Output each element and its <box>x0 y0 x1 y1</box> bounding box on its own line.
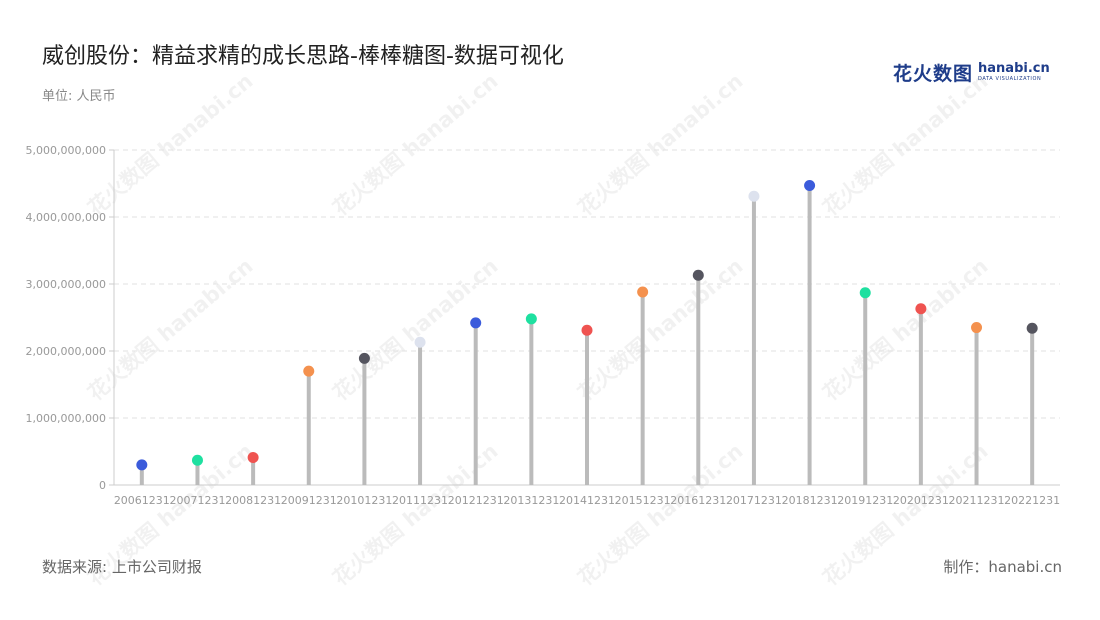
x-tick-label-15: 20211231 <box>949 494 1005 507</box>
y-tick-label-5: 5,000,000,000 <box>26 144 106 157</box>
x-tick-label-7: 20131231 <box>503 494 559 507</box>
x-tick-label-3: 20091231 <box>281 494 337 507</box>
data-source: 数据来源: 上市公司财报 <box>42 558 202 576</box>
chart-title: 威创股份：精益求精的成长思路-棒棒糖图-数据可视化 <box>42 44 564 69</box>
lollipop-dot-20201231[interactable] <box>915 303 927 315</box>
x-tick-label-16: 20221231 <box>1004 494 1060 507</box>
lollipop-dot-20171231[interactable] <box>748 190 760 202</box>
watermark-layer: 花火数图 hanabi.cn 花火数图 hanabi.cn 花火数图 hanabi.… <box>83 69 992 591</box>
x-tick-label-12: 20181231 <box>782 494 838 507</box>
y-tick-label-0: 0 <box>99 479 106 492</box>
lollipop-dot-20221231[interactable] <box>1026 322 1038 334</box>
brand-name-en: hanabi.cn <box>978 60 1050 76</box>
x-tick-label-9: 20151231 <box>615 494 671 507</box>
lollipop-dot-20151231[interactable] <box>637 286 649 298</box>
watermark-1-0: 花火数图 hanabi.cn <box>83 254 257 406</box>
x-tick-label-6: 20121231 <box>448 494 504 507</box>
y-tick-label-1: 1,000,000,000 <box>26 412 106 425</box>
brand-name-cn: 花火数图 <box>893 62 974 85</box>
watermark-0-0: 花火数图 hanabi.cn <box>83 69 257 221</box>
y-tick-label-3: 3,000,000,000 <box>26 278 106 291</box>
lollipop-dot-20061231[interactable] <box>136 459 148 471</box>
x-tick-label-0: 20061231 <box>114 494 170 507</box>
x-tick-label-2: 20081231 <box>225 494 281 507</box>
x-tick-label-8: 20141231 <box>559 494 615 507</box>
watermark-0-2: 花火数图 hanabi.cn <box>573 69 747 221</box>
lollipop-dot-20131231[interactable] <box>525 313 537 325</box>
x-axis: 20061231 20071231 20081231 20091231 20101231… <box>114 484 1060 507</box>
y-tick-label-2: 2,000,000,000 <box>26 345 106 358</box>
unit-label: 单位: 人民币 <box>42 89 116 104</box>
lollipop-dot-20121231[interactable] <box>470 317 482 329</box>
x-tick-label-10: 20161231 <box>670 494 726 507</box>
maker-credit: 制作：hanabi.cn <box>943 558 1062 576</box>
lollipop-dot-20211231[interactable] <box>971 322 983 334</box>
x-tick-label-11: 20171231 <box>726 494 782 507</box>
x-tick-label-4: 20101231 <box>336 494 392 507</box>
watermark-2-2: 花火数图 hanabi.cn <box>573 439 747 591</box>
y-tick-label-4: 4,000,000,000 <box>26 211 106 224</box>
watermark-0-3: 花火数图 hanabi.cn <box>818 69 992 221</box>
x-tick-label-5: 20111231 <box>392 494 448 507</box>
x-tick-label-13: 20191231 <box>837 494 893 507</box>
watermark-1-3: 花火数图 hanabi.cn <box>818 254 992 406</box>
brand-tagline: DATA VISUALIZATION <box>978 75 1042 82</box>
lollipop-dot-20161231[interactable] <box>692 269 704 281</box>
watermark-1-2: 花火数图 hanabi.cn <box>573 254 747 406</box>
data-marks <box>136 180 1038 485</box>
lollipop-dot-20191231[interactable] <box>859 287 871 299</box>
lollipop-dot-20071231[interactable] <box>191 454 203 466</box>
lollipop-dot-20111231[interactable] <box>414 336 426 348</box>
y-axis: 0 1,000,000,000 2,000,000,000 3,000,000,000… <box>26 144 115 492</box>
lollipop-dot-20101231[interactable] <box>358 352 370 364</box>
lollipop-dot-20091231[interactable] <box>303 365 315 377</box>
lollipop-dot-20081231[interactable] <box>247 452 259 464</box>
lollipop-dot-20181231[interactable] <box>804 180 816 192</box>
watermark-0-1: 花火数图 hanabi.cn <box>328 69 502 221</box>
lollipop-dot-20141231[interactable] <box>581 324 593 336</box>
x-tick-label-14: 20201231 <box>893 494 949 507</box>
x-tick-label-1: 20071231 <box>169 494 225 507</box>
brand-logo: 花火数图 hanabi.cn DATA VISUALIZATION <box>893 58 1050 86</box>
